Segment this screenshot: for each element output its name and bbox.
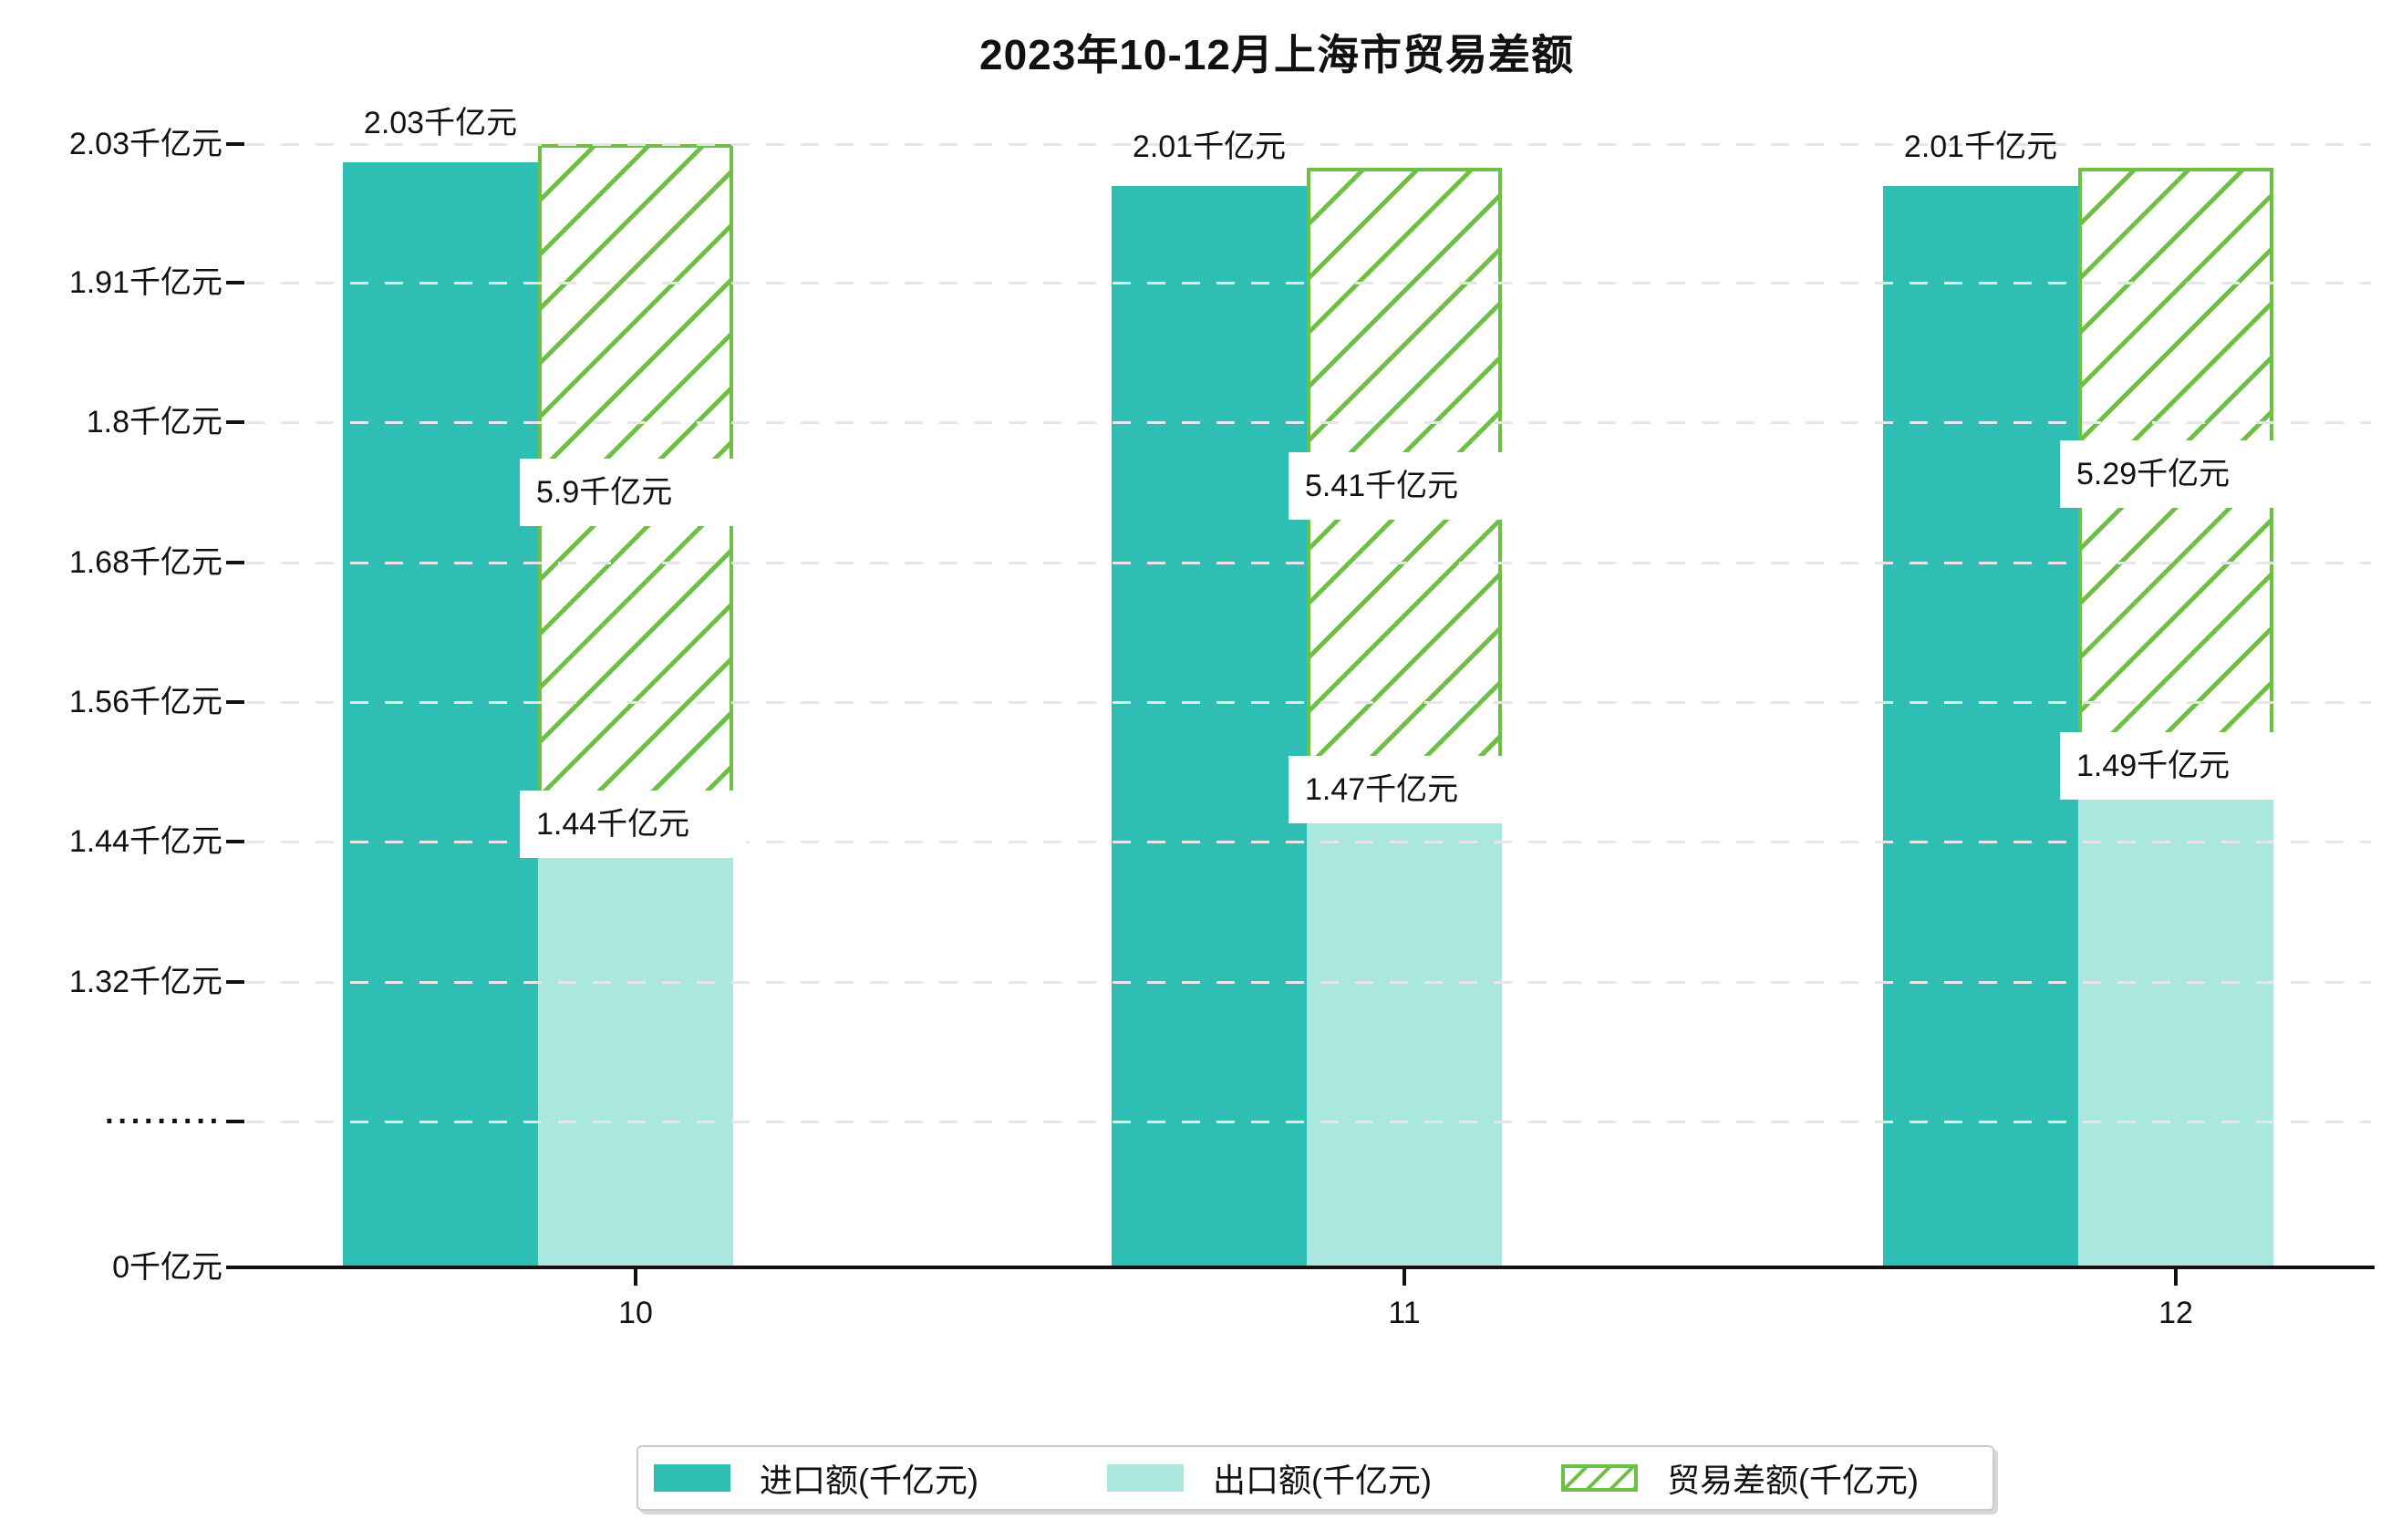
import-bar [1112,185,1307,1266]
y-tick-label: ········· [105,1104,223,1139]
y-tick-mark [226,1266,244,1269]
import-bar [343,162,538,1266]
legend: 进口额(千亿元) 出口额(千亿元) 贸易差额(千亿元) [637,1445,1994,1511]
y-tick-mark [226,561,244,564]
import-value-label: 2.03千亿元 [363,106,518,140]
export-bar [538,858,733,1266]
export-swatch [1107,1464,1184,1492]
x-tick-mark [1403,1266,1406,1286]
x-tick-label: 11 [1388,1296,1421,1330]
y-tick-mark [226,840,244,843]
x-tick-mark [634,1266,637,1286]
y-tick-label: 1.56千亿元 [68,685,223,719]
gridline [246,841,2371,843]
y-tick-label: 1.8千亿元 [86,405,223,439]
y-tick-label: 2.03千亿元 [68,127,223,161]
y-tick-label: 0千亿元 [112,1250,223,1285]
gridline [246,1121,2371,1123]
y-tick-mark [226,1120,244,1123]
import-value-label: 2.01千亿元 [1903,129,2058,164]
import-value-label: 2.01千亿元 [1132,129,1287,164]
balance-value-label: 5.41千亿元 [1289,452,1515,520]
balance-value-label: 5.9千亿元 [520,459,746,526]
x-axis-line [242,1266,2375,1269]
y-tick-mark [226,142,244,146]
y-tick-label: 1.91千亿元 [68,265,223,300]
export-bar [2078,799,2273,1266]
x-tick-label: 12 [2158,1296,2193,1330]
legend-label-import: 进口额(千亿元) [760,1462,978,1499]
export-value-label: 1.47千亿元 [1289,755,1515,823]
import-bar [1883,185,2078,1266]
gridline [246,282,2371,284]
balance-swatch [1561,1464,1638,1492]
gridline [246,562,2371,564]
gridline [246,143,2371,146]
y-tick-mark [226,281,244,284]
y-tick-label: 1.44千亿元 [68,824,223,859]
y-tick-label: 1.68千亿元 [68,545,223,580]
legend-item-balance: 贸易差额(千亿元) [1561,1447,1919,1509]
y-tick-mark [226,980,244,984]
balance-value-label: 5.29千亿元 [2060,440,2286,508]
x-tick-mark [2174,1266,2178,1286]
y-tick-label: 1.32千亿元 [68,965,223,999]
x-tick-label: 10 [618,1296,653,1330]
y-tick-mark [226,700,244,704]
export-bar [1307,822,1502,1266]
gridline [246,981,2371,984]
gridline [246,701,2371,704]
gridline [246,421,2371,424]
legend-label-balance: 贸易差额(千亿元) [1667,1462,1919,1499]
import-swatch [654,1464,730,1492]
y-tick-mark [226,420,244,424]
legend-item-import: 进口额(千亿元) [654,1447,978,1509]
legend-label-export: 出口额(千亿元) [1213,1462,1432,1499]
chart-title: 2023年10-12月上海市贸易差额 [979,31,1574,78]
export-value-label: 1.44千亿元 [520,791,746,859]
legend-item-export: 出口额(千亿元) [1107,1447,1432,1509]
export-value-label: 1.49千亿元 [2060,731,2286,800]
